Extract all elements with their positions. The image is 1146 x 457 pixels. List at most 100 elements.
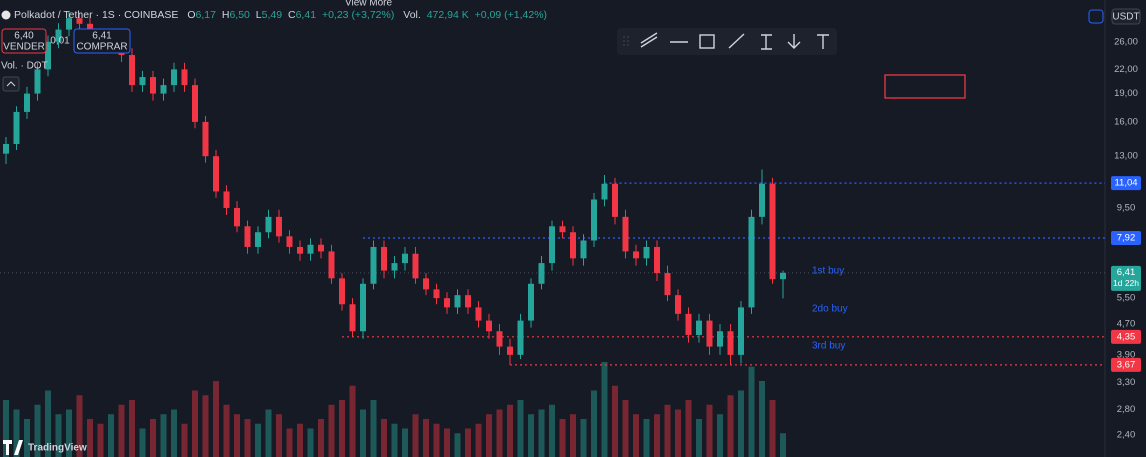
volume-bar bbox=[349, 385, 356, 457]
candle-body bbox=[129, 55, 135, 86]
volume-bar bbox=[496, 409, 503, 457]
settings-button[interactable] bbox=[1088, 9, 1104, 24]
tool-icon[interactable] bbox=[817, 34, 829, 49]
candle-body bbox=[234, 207, 240, 227]
volume-bar bbox=[622, 400, 629, 457]
sell-button[interactable]: 6,40 VENDER bbox=[1, 28, 47, 54]
drawn-rectangle bbox=[884, 74, 966, 99]
volume-bar bbox=[423, 419, 429, 457]
ohlc-key: H bbox=[222, 9, 230, 21]
sell-label[interactable]: VENDER bbox=[3, 42, 45, 53]
candle-body bbox=[769, 183, 776, 280]
currency[interactable]: USDT bbox=[1112, 12, 1139, 23]
volume-bar bbox=[486, 414, 492, 457]
volume-bar bbox=[160, 414, 167, 457]
volume-bar bbox=[769, 400, 776, 457]
volume-bar bbox=[612, 385, 618, 457]
ohlc-key: O bbox=[187, 9, 195, 21]
candle-body bbox=[244, 226, 251, 247]
ohlc-value: 6,41 bbox=[296, 9, 317, 21]
volume-bar bbox=[528, 414, 534, 457]
candle-body bbox=[286, 236, 293, 247]
volume-bar bbox=[3, 400, 9, 457]
y-tick-label: 26,00 bbox=[1114, 36, 1138, 47]
volume-bar bbox=[412, 414, 419, 457]
candle-body bbox=[517, 320, 524, 355]
collapse-button[interactable] bbox=[2, 76, 20, 92]
candle-body bbox=[570, 232, 576, 259]
y-tick-label: 9,50 bbox=[1117, 202, 1136, 213]
volume-bar bbox=[297, 423, 303, 457]
volume-bar bbox=[591, 390, 597, 457]
ohlc-key: L bbox=[256, 9, 262, 21]
candle-body bbox=[696, 320, 702, 335]
spread: 0,01 bbox=[50, 36, 70, 47]
volume-bar bbox=[339, 400, 345, 457]
candle-body bbox=[528, 283, 534, 321]
plot bbox=[0, 11, 1105, 457]
y-tick-label: 5,50 bbox=[1117, 293, 1136, 304]
candle-body bbox=[360, 283, 366, 332]
buy-button[interactable]: 6,41 COMPRAR bbox=[73, 28, 131, 54]
brand: TradingView bbox=[3, 440, 87, 455]
volume-bar bbox=[213, 381, 219, 457]
candle-body bbox=[45, 41, 51, 70]
volume-bar bbox=[454, 433, 461, 457]
candle-body bbox=[654, 246, 660, 274]
candle-body bbox=[213, 156, 219, 192]
candle-body bbox=[265, 216, 272, 233]
annotation: 1st buy bbox=[812, 266, 844, 277]
volume-bar bbox=[727, 395, 734, 457]
buy-price[interactable]: 6,41 bbox=[92, 31, 112, 42]
sell-box[interactable] bbox=[1, 28, 47, 54]
buy-label[interactable]: COMPRAR bbox=[76, 42, 127, 53]
tool-icon[interactable] bbox=[728, 33, 745, 49]
volume-bar bbox=[780, 433, 786, 457]
volume-bar bbox=[444, 428, 450, 457]
tool-icon[interactable] bbox=[761, 34, 772, 50]
level-tag bbox=[1111, 357, 1141, 372]
tool-icon[interactable] bbox=[640, 32, 658, 48]
candle-body bbox=[276, 216, 282, 237]
volume-bar bbox=[223, 404, 230, 457]
toolbar-bg bbox=[617, 28, 837, 55]
candle-body bbox=[391, 263, 398, 271]
volume-bar bbox=[685, 400, 692, 457]
volume-bar bbox=[381, 419, 387, 457]
candle-body bbox=[370, 246, 377, 284]
candle-body bbox=[349, 304, 356, 332]
volume-bar bbox=[654, 414, 660, 457]
tool-icon[interactable] bbox=[699, 34, 715, 49]
buy-box[interactable] bbox=[73, 28, 131, 54]
candle-body bbox=[549, 226, 555, 264]
volume-bar bbox=[118, 404, 125, 457]
volume-bar bbox=[150, 419, 156, 457]
currency-button[interactable] bbox=[1111, 8, 1141, 25]
y-tick-label: 22,00 bbox=[1114, 64, 1138, 75]
candle-body bbox=[412, 253, 419, 279]
volume-bar bbox=[391, 423, 398, 457]
candle-body bbox=[297, 246, 303, 254]
volume-bar bbox=[538, 409, 545, 457]
candle-body bbox=[717, 331, 723, 347]
candle-body bbox=[496, 331, 503, 347]
volume-bar bbox=[633, 414, 639, 457]
candle-body bbox=[759, 183, 765, 217]
candle-body bbox=[34, 69, 41, 94]
level-label: 4,35 bbox=[1117, 331, 1136, 342]
candle-body bbox=[591, 199, 597, 241]
tool-icon[interactable] bbox=[787, 34, 801, 49]
candle-body bbox=[486, 320, 492, 332]
level-label: 11,04 bbox=[1114, 178, 1137, 189]
candle-body bbox=[3, 143, 9, 154]
candle-body bbox=[454, 295, 461, 308]
volume-bar bbox=[265, 409, 272, 457]
volume-bar bbox=[738, 390, 744, 457]
last-price-tag bbox=[1111, 265, 1141, 291]
candle-body bbox=[381, 246, 387, 271]
ohlc-value: 5,49 bbox=[262, 9, 283, 21]
volume-bar bbox=[328, 404, 335, 457]
candle-body bbox=[612, 183, 618, 217]
volume-bar bbox=[717, 414, 723, 457]
sell-price[interactable]: 6,40 bbox=[14, 31, 34, 42]
